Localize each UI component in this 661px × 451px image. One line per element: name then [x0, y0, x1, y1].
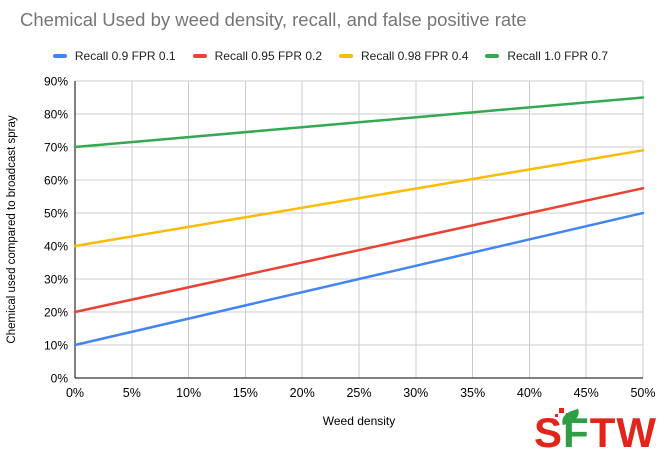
series-line-0: [73, 211, 645, 347]
x-tick-label-45: 45%: [574, 386, 599, 400]
legend-swatch: [192, 54, 207, 58]
y-tick-label-40: 40%: [44, 240, 68, 254]
logo-pixel-dot: [559, 408, 565, 413]
x-tick-label-20: 20%: [290, 386, 315, 400]
x-tick-label-50: 50%: [630, 386, 655, 400]
x-tick-label-10: 10%: [176, 386, 201, 400]
x-tick-label-35: 35%: [460, 386, 485, 400]
y-tick-label-80: 80%: [44, 108, 68, 122]
y-tick-label-60: 60%: [44, 174, 68, 188]
y-tick-label-50: 50%: [44, 207, 68, 221]
legend-swatch: [339, 54, 353, 58]
logo-letter-s: S: [534, 409, 564, 451]
legend-swatch: [485, 54, 500, 58]
legend-label: Recall 0.95 FPR 0.2: [214, 49, 322, 63]
series-line-3: [73, 96, 645, 149]
legend-label: Recall 0.98 FPR 0.4: [361, 49, 469, 63]
logo-letter-tw: TW: [589, 409, 657, 451]
sftw-logo: S F TW: [534, 408, 657, 451]
legend-swatch: [52, 54, 67, 58]
logo-pixel-dot: [555, 414, 559, 417]
x-tick-label-25: 25%: [346, 386, 371, 400]
x-tick-label-0: 0%: [66, 386, 84, 400]
y-tick-label-90: 90%: [44, 75, 68, 89]
chart-title: Chemical Used by weed density, recall, a…: [20, 9, 527, 30]
legend-label: Recall 0.9 FPR 0.1: [74, 49, 176, 63]
legend-label: Recall 1.0 FPR 0.7: [507, 49, 609, 63]
series-line-2: [73, 149, 645, 248]
legend-item-3[interactable]: Recall 1.0 FPR 0.7: [485, 49, 608, 63]
y-tick-label-10: 10%: [44, 339, 68, 353]
legend-item-0[interactable]: Recall 0.9 FPR 0.1: [52, 49, 176, 63]
chart-legend: Recall 0.9 FPR 0.1 Recall 0.95 FPR 0.2 Rec…: [0, 47, 661, 65]
y-tick-label-30: 30%: [44, 273, 68, 287]
y-axis-title: Chemical used compared to broadcast spra…: [6, 115, 18, 343]
legend-item-1[interactable]: Recall 0.95 FPR 0.2: [192, 49, 322, 63]
x-axis-title: Weed density: [323, 414, 396, 428]
x-tick-label-30: 30%: [403, 386, 428, 400]
x-tick-label-40: 40%: [517, 386, 542, 400]
series-line-1: [73, 187, 645, 314]
leaf-icon: [562, 408, 579, 426]
legend-item-2[interactable]: Recall 0.98 FPR 0.4: [339, 49, 468, 63]
x-tick-label-15: 15%: [233, 386, 258, 400]
x-tick-label-5: 5%: [123, 386, 141, 400]
logo-letter-f-wrap: F: [562, 408, 590, 451]
y-tick-label-0: 0%: [51, 372, 69, 386]
y-tick-label-20: 20%: [44, 306, 68, 320]
y-tick-label-70: 70%: [44, 141, 68, 155]
